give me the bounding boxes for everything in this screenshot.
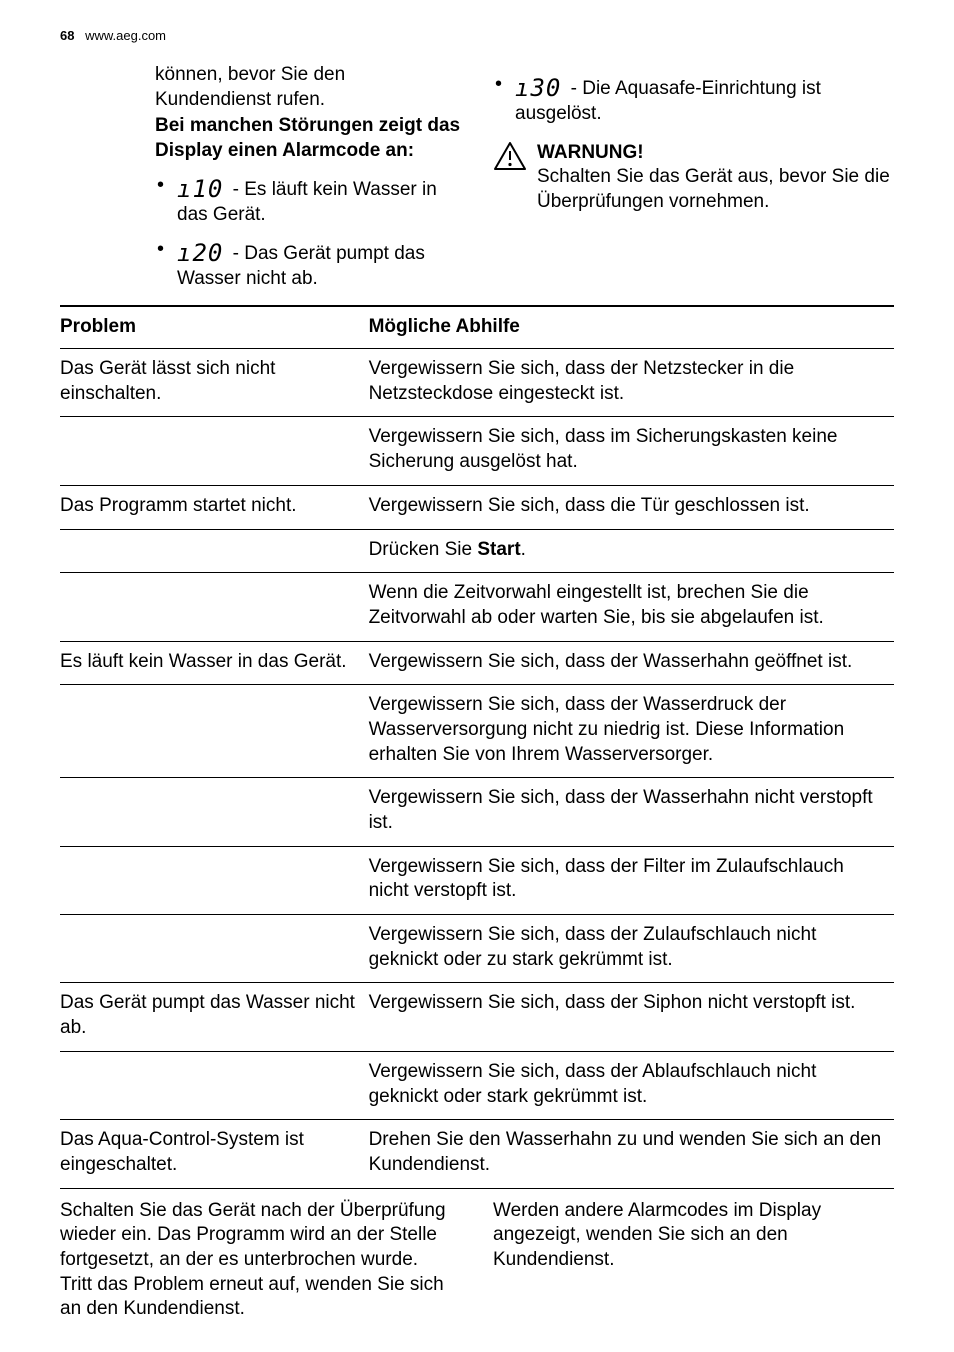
table-row: Das Programm startet nicht.Vergewissern … [60,485,894,529]
table-row: Vergewissern Sie sich, dass im Sicherung… [60,417,894,485]
cell-problem [60,1051,369,1119]
warning-text: WARNUNG! Schalten Sie das Gerät aus, bev… [537,141,894,215]
cell-problem [60,529,369,573]
table-row: Vergewissern Sie sich, dass der Wasserdr… [60,685,894,778]
intro-right-column: ı30 - Die Aquasafe-Einrichtung ist ausge… [493,63,894,292]
troubleshoot-table: Problem Mögliche Abhilfe Das Gerät lässt… [60,305,894,1188]
cell-problem: Das Gerät lässt sich nicht einschalten. [60,349,369,417]
cell-fix: Vergewissern Sie sich, dass die Tür gesc… [369,485,894,529]
cell-fix: Vergewissern Sie sich, dass der Filter i… [369,846,894,914]
page-number: 68 [60,28,74,43]
post-columns: Schalten Sie das Gerät nach der Überprüf… [60,1199,894,1322]
warning-icon [493,141,527,215]
cell-fix: Vergewissern Sie sich, dass der Siphon n… [369,983,894,1051]
cell-fix: Vergewissern Sie sich, dass der Wasserha… [369,778,894,846]
cell-fix: Drehen Sie den Wasserhahn zu und wenden … [369,1120,894,1188]
table-row: Das Gerät lässt sich nicht einschalten.V… [60,349,894,417]
warning-body: Schalten Sie das Gerät aus, bevor Sie di… [537,165,894,214]
cell-fix-part: Drücken Sie [369,539,478,560]
cell-fix: Vergewissern Sie sich, dass der Zulaufsc… [369,915,894,983]
cell-fix: Vergewissern Sie sich, dass im Sicherung… [369,417,894,485]
site-url: www.aeg.com [85,28,166,43]
cell-problem [60,573,369,641]
table-row: Das Aqua-Control-System ist eingeschalte… [60,1120,894,1188]
cell-problem: Das Aqua-Control-System ist eingeschalte… [60,1120,369,1188]
intro-text-2: Bei manchen Störungen zeigt das Display … [155,114,461,163]
page-header: 68 www.aeg.com [60,28,894,45]
cell-fix: Vergewissern Sie sich, dass der Wasserdr… [369,685,894,778]
table-row: Wenn die Zeitvorwahl eingestellt ist, br… [60,573,894,641]
post-left: Schalten Sie das Gerät nach der Überprüf… [60,1199,461,1322]
post-right-text: Werden andere Alarmcodes im Display ange… [493,1199,894,1273]
alarm-code-item: ı30 - Die Aquasafe-Einrichtung ist ausge… [493,71,894,127]
table-row: Vergewissern Sie sich, dass der Filter i… [60,846,894,914]
cell-fix: Vergewissern Sie sich, dass der Ablaufsc… [369,1051,894,1119]
cell-problem [60,417,369,485]
cell-fix-bold: Start [477,539,520,560]
cell-problem [60,778,369,846]
alarm-code-item: ı20 - Das Gerät pumpt das Wasser nicht a… [155,236,461,292]
warning-block: WARNUNG! Schalten Sie das Gerät aus, bev… [493,141,894,215]
alarm-code-list-right: ı30 - Die Aquasafe-Einrichtung ist ausge… [493,71,894,127]
post-right: Werden andere Alarmcodes im Display ange… [493,1199,894,1322]
cell-fix: Vergewissern Sie sich, dass der Netzstec… [369,349,894,417]
intro-columns: können, bevor Sie den Kundendienst rufen… [60,63,894,292]
cell-problem [60,685,369,778]
table-head-problem: Problem [60,306,369,348]
table-row: Das Gerät pumpt das Wasser nicht ab.Verg… [60,983,894,1051]
table-row: Drücken Sie Start. [60,529,894,573]
cell-problem: Es läuft kein Wasser in das Gerät. [60,641,369,685]
intro-text-1: können, bevor Sie den Kundendienst rufen… [155,63,461,112]
table-head-fix: Mögliche Abhilfe [369,306,894,348]
table-row: Vergewissern Sie sich, dass der Ablaufsc… [60,1051,894,1119]
cell-fix: Wenn die Zeitvorwahl eingestellt ist, br… [369,573,894,641]
cell-problem [60,915,369,983]
alarm-code-list-left: ı10 - Es läuft kein Wasser in das Gerät.… [155,172,461,292]
cell-fix: Vergewissern Sie sich, dass der Wasserha… [369,641,894,685]
cell-fix-part: . [521,539,526,560]
table-row: Vergewissern Sie sich, dass der Zulaufsc… [60,915,894,983]
table-row: Vergewissern Sie sich, dass der Wasserha… [60,778,894,846]
warning-title: WARNUNG! [537,141,894,166]
alarm-code-symbol: ı10 [177,175,223,203]
post-left-text: Schalten Sie das Gerät nach der Überprüf… [60,1199,461,1322]
cell-problem [60,846,369,914]
alarm-code-symbol: ı30 [515,74,561,102]
table-row: Es läuft kein Wasser in das Gerät.Vergew… [60,641,894,685]
intro-left-column: können, bevor Sie den Kundendienst rufen… [60,63,461,292]
cell-problem: Das Gerät pumpt das Wasser nicht ab. [60,983,369,1051]
alarm-code-symbol: ı20 [177,239,223,267]
cell-fix: Drücken Sie Start. [369,529,894,573]
alarm-code-item: ı10 - Es läuft kein Wasser in das Gerät. [155,172,461,228]
cell-problem: Das Programm startet nicht. [60,485,369,529]
